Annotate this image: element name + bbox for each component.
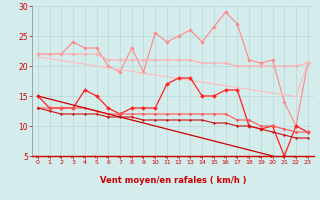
X-axis label: Vent moyen/en rafales ( km/h ): Vent moyen/en rafales ( km/h ) — [100, 176, 246, 185]
